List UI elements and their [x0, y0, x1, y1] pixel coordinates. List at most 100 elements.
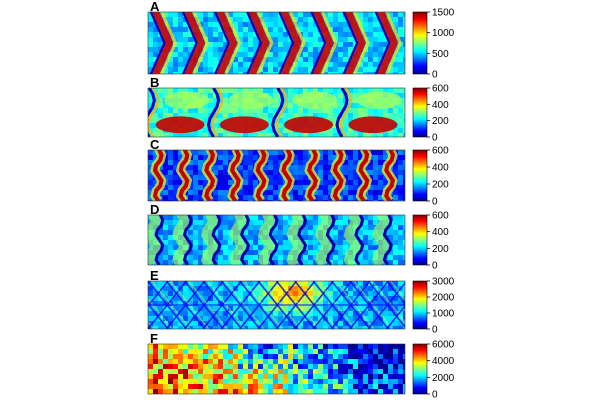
- heatmap-cell: [163, 103, 168, 108]
- heatmap-cell: [188, 291, 193, 296]
- heatmap-cell: [198, 190, 203, 195]
- heatmap-cell: [213, 93, 218, 98]
- heatmap-cell: [293, 160, 298, 165]
- heatmap-cell: [278, 384, 283, 389]
- heatmap-cell: [373, 17, 378, 22]
- heatmap-cell: [158, 384, 163, 389]
- heatmap-cell: [323, 354, 328, 359]
- heatmap-cell: [148, 27, 153, 32]
- heatmap-cell: [333, 220, 338, 225]
- heatmap-cell: [158, 230, 163, 235]
- heatmap-cell: [233, 301, 238, 306]
- heatmap-cell: [378, 47, 383, 52]
- heatmap-cell: [398, 133, 403, 137]
- heatmap-cell: [208, 62, 213, 67]
- heatmap-cell: [383, 364, 388, 369]
- heatmap-cell: [193, 359, 198, 364]
- heatmap-cell: [208, 384, 213, 389]
- panel-letter: C: [150, 137, 160, 152]
- heatmap-cell: [398, 123, 403, 128]
- heatmap-cell: [173, 240, 178, 245]
- heatmap-cell: [193, 311, 198, 316]
- heatmap-cell: [248, 240, 253, 245]
- heatmap-cell: [263, 321, 268, 326]
- heatmap-b: [148, 88, 405, 137]
- heatmap-cell: [183, 281, 188, 286]
- heatmap-cell: [313, 245, 318, 250]
- heatmap-cell: [223, 316, 228, 321]
- heatmap-cell: [198, 200, 203, 201]
- heatmap-cell: [338, 311, 343, 316]
- heatmap-cell: [263, 344, 268, 349]
- heatmap-cell: [283, 374, 288, 379]
- heatmap-cell: [373, 281, 378, 286]
- heatmap-cell: [218, 170, 223, 175]
- heatmap-cell: [158, 165, 163, 170]
- heatmap-cell: [158, 374, 163, 379]
- heatmap-cell: [333, 281, 338, 286]
- heatmap-cell: [313, 359, 318, 364]
- colorbar-gradient: [412, 87, 428, 138]
- heatmap-cell: [203, 17, 208, 22]
- heatmap-cell: [208, 349, 213, 354]
- heatmap-cell: [318, 42, 323, 47]
- heatmap-cell: [223, 349, 228, 354]
- heatmap-cell: [188, 359, 193, 364]
- heatmap-cell: [343, 354, 348, 359]
- heatmap-cell: [173, 62, 178, 67]
- heatmap-cell: [263, 389, 268, 394]
- heatmap-cell: [288, 220, 293, 225]
- heatmap-cell: [223, 160, 228, 165]
- heatmap-cell: [288, 344, 293, 349]
- heatmap-cell: [323, 306, 328, 311]
- heatmap-cell: [333, 389, 338, 394]
- heatmap-cell: [303, 225, 308, 230]
- heatmap-cell: [213, 291, 218, 296]
- heatmap-cell: [358, 12, 363, 17]
- heatmap-cell: [218, 321, 223, 326]
- heatmap-cell: [173, 133, 178, 137]
- heatmap-cell: [278, 118, 283, 123]
- heatmap-cell: [158, 301, 163, 306]
- heatmap-cell: [248, 37, 253, 42]
- heatmap-cell: [148, 12, 153, 17]
- heatmap-cell: [148, 185, 153, 190]
- heatmap-cell: [278, 250, 283, 255]
- heatmap-cell: [278, 316, 283, 321]
- heatmap-cell: [148, 306, 153, 311]
- heatmap-cell: [233, 281, 238, 286]
- heatmap-cell: [303, 281, 308, 286]
- heatmap-cell: [393, 344, 398, 349]
- heatmap-cell: [163, 72, 168, 74]
- heatmap-cell: [203, 155, 208, 160]
- heatmap-cell: [393, 108, 398, 113]
- heatmap-cell: [168, 62, 173, 67]
- heatmap-cell: [193, 326, 198, 329]
- heatmap-cell: [398, 235, 403, 240]
- heatmap-cell: [193, 374, 198, 379]
- heatmap-cell: [243, 62, 248, 67]
- heatmap-cell: [183, 296, 188, 301]
- heatmap-cell: [233, 133, 238, 137]
- heatmap-cell: [148, 389, 153, 394]
- heatmap-cell: [188, 326, 193, 329]
- heatmap-cell: [338, 72, 343, 74]
- heatmap-cell: [188, 301, 193, 306]
- heatmap-cell: [353, 113, 358, 118]
- heatmap-cell: [278, 180, 283, 185]
- heatmap-cell: [328, 364, 333, 369]
- heatmap-cell: [338, 220, 343, 225]
- heatmap-cell: [198, 344, 203, 349]
- heatmap-cell: [288, 128, 293, 133]
- heatmap-cell: [343, 369, 348, 374]
- heatmap-cell: [328, 344, 333, 349]
- heatmap-cell: [328, 133, 333, 137]
- heatmap-cell: [323, 175, 328, 180]
- heatmap-cell: [258, 220, 263, 225]
- heatmap-cell: [283, 235, 288, 240]
- heatmap-cell: [268, 185, 273, 190]
- heatmap-cell: [188, 235, 193, 240]
- heatmap-cell: [403, 250, 405, 255]
- heatmap-cell: [198, 240, 203, 245]
- heatmap-cell: [388, 72, 393, 74]
